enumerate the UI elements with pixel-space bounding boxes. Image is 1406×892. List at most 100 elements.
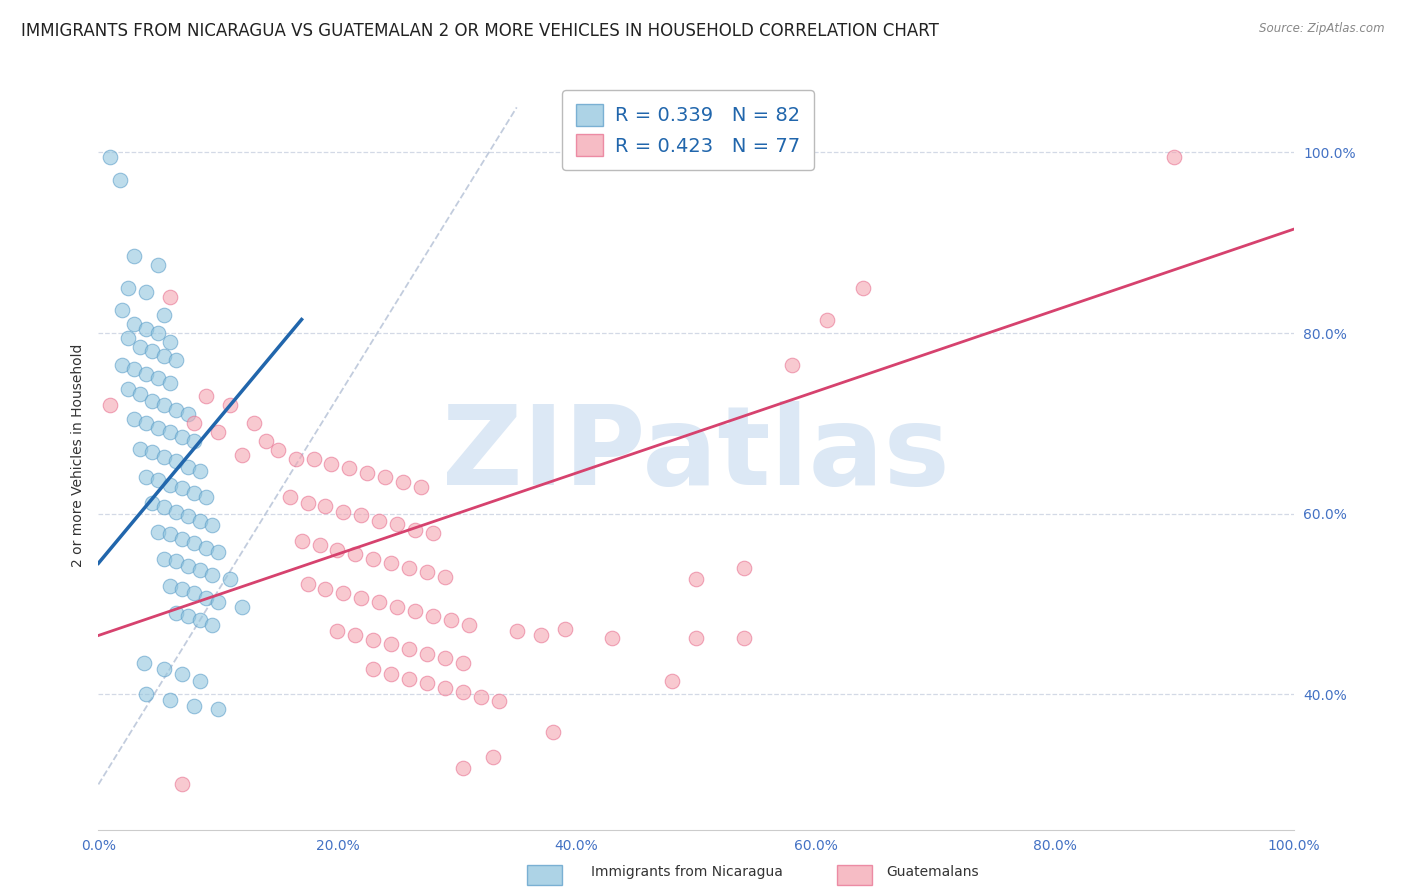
Point (177, 558, 200, 573)
Point (141, 496, 163, 510)
Point (231, 448, 253, 462)
Point (231, 599, 253, 614)
Point (111, 358, 134, 372)
Point (132, 656, 155, 670)
Point (172, 430, 194, 444)
Point (172, 667, 194, 681)
Point (165, 353, 187, 368)
Point (267, 443, 290, 458)
Point (201, 568, 224, 582)
Point (148, 326, 170, 340)
Point (321, 457, 343, 471)
Point (685, 631, 707, 645)
Point (153, 662, 176, 676)
Point (183, 586, 205, 600)
Point (350, 591, 373, 605)
Point (172, 777, 194, 791)
Point (302, 452, 325, 467)
Point (326, 624, 349, 638)
Point (488, 694, 510, 708)
Text: ZIPatlas: ZIPatlas (441, 401, 950, 508)
Point (434, 681, 457, 695)
Point (135, 417, 157, 431)
Point (188, 464, 211, 478)
Point (98, 150, 122, 164)
Point (315, 500, 337, 514)
Point (398, 642, 420, 657)
Point (165, 554, 187, 568)
Point (135, 470, 157, 484)
Point (195, 541, 218, 555)
Point (188, 564, 211, 578)
Point (188, 514, 211, 528)
Point (148, 371, 170, 385)
Point (332, 586, 354, 600)
Point (117, 330, 139, 344)
Point (148, 524, 170, 539)
Point (141, 344, 163, 359)
Point (332, 505, 354, 519)
Point (159, 579, 181, 593)
Text: IMMIGRANTS FROM NICARAGUA VS GUATEMALAN 2 OR MORE VEHICLES IN HOUSEHOLD CORRELAT: IMMIGRANTS FROM NICARAGUA VS GUATEMALAN … (21, 22, 939, 40)
Point (159, 334, 181, 349)
Point (733, 561, 755, 575)
Point (284, 452, 307, 467)
Point (172, 532, 194, 546)
Point (207, 702, 229, 716)
Point (153, 500, 176, 515)
Point (135, 285, 157, 300)
Point (541, 725, 564, 739)
Point (308, 538, 330, 552)
Point (183, 434, 205, 449)
Point (159, 425, 181, 440)
Point (183, 486, 205, 500)
Point (124, 362, 146, 376)
Point (165, 402, 187, 417)
Point (363, 551, 385, 566)
Point (404, 523, 426, 537)
Point (183, 536, 205, 550)
Point (297, 496, 319, 510)
Text: Guatemalans: Guatemalans (886, 865, 979, 880)
Point (153, 398, 176, 412)
Point (159, 477, 181, 491)
Point (416, 566, 439, 580)
Point (195, 591, 218, 605)
Point (201, 617, 224, 632)
Point (422, 526, 444, 541)
Point (363, 632, 385, 647)
Point (315, 582, 337, 596)
Point (434, 570, 457, 584)
Point (481, 750, 505, 764)
Point (506, 624, 529, 638)
Point (416, 676, 439, 690)
Point (207, 595, 229, 609)
Point (350, 508, 373, 523)
Text: Source: ZipAtlas.com: Source: ZipAtlas.com (1260, 22, 1385, 36)
Point (398, 672, 420, 686)
Point (219, 398, 242, 412)
Point (153, 349, 176, 363)
Point (172, 582, 194, 596)
Point (458, 617, 481, 632)
Point (129, 387, 152, 401)
Point (117, 281, 139, 295)
Point (172, 481, 194, 495)
Point (780, 358, 803, 372)
Point (148, 473, 170, 487)
Point (141, 393, 163, 408)
Point (124, 249, 146, 263)
Point (159, 290, 181, 304)
Point (183, 698, 205, 713)
Point (165, 505, 187, 519)
Point (129, 442, 152, 456)
Legend: R = 0.339   N = 82, R = 0.423   N = 77: R = 0.339 N = 82, R = 0.423 N = 77 (562, 90, 814, 169)
Point (135, 367, 157, 381)
Point (602, 631, 624, 645)
Point (368, 595, 391, 609)
Point (98, 398, 122, 412)
Point (815, 312, 838, 326)
Point (326, 542, 349, 557)
Point (363, 662, 385, 676)
Point (177, 608, 200, 623)
